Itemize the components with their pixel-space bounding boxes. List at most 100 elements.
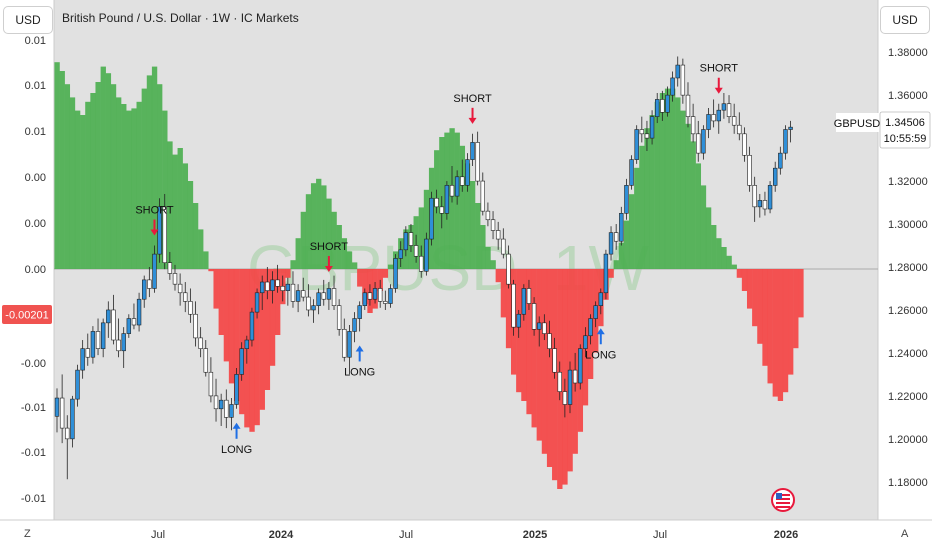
oscillator-tick-label: 0.01	[25, 35, 46, 47]
candle	[521, 284, 527, 321]
candle-body	[485, 210, 491, 221]
candle	[680, 58, 686, 104]
signal-annotations: SHORT LONG SHORT LONG SHORT LONG SHORT	[135, 63, 738, 456]
price-tick-label: 1.22000	[888, 391, 928, 403]
histogram-bar	[295, 238, 301, 269]
us-flag-icon[interactable]	[771, 488, 795, 512]
candle	[480, 172, 485, 216]
histogram-bar	[336, 225, 342, 269]
candle	[767, 181, 773, 214]
candle	[357, 301, 362, 332]
candle-body	[275, 279, 280, 287]
candle	[670, 71, 675, 102]
histogram-bar	[326, 198, 332, 269]
candle-body	[737, 124, 742, 135]
timezone-button[interactable]: Z	[24, 528, 31, 540]
price-tick-label: 1.38000	[888, 47, 928, 59]
candle-body	[490, 219, 496, 231]
histogram-bar	[521, 269, 527, 401]
candle	[506, 245, 511, 289]
candle-body	[619, 213, 624, 242]
price-tick-label: 1.20000	[888, 434, 928, 446]
candle	[244, 335, 250, 364]
auto-scale-button[interactable]: A	[901, 528, 909, 540]
histogram-bar	[485, 247, 491, 269]
histogram-bar	[500, 269, 507, 318]
time-tick-label: 2026	[774, 529, 798, 541]
candle	[711, 99, 716, 128]
histogram-bar	[167, 141, 173, 269]
time-axis-panel[interactable]	[0, 520, 932, 550]
candle	[342, 318, 347, 362]
histogram-bar	[716, 238, 722, 269]
histogram-bar	[788, 269, 794, 375]
histogram-bar	[177, 148, 183, 269]
time-tick-label: 2024	[269, 529, 294, 541]
candle	[152, 245, 157, 293]
left-axis-panel[interactable]	[0, 0, 54, 520]
candle-body	[188, 301, 193, 315]
candle	[347, 325, 352, 375]
candle-body	[167, 262, 173, 274]
candle-body	[193, 313, 198, 339]
right-axis-panel[interactable]	[878, 0, 932, 520]
candle-body	[721, 103, 727, 111]
candle	[316, 288, 321, 315]
short-signal[interactable]: SHORT	[310, 241, 349, 273]
histogram-bar	[264, 269, 271, 390]
oscillator-tick-label: 0.00	[25, 172, 46, 184]
histogram-bar	[233, 269, 240, 401]
candle	[54, 388, 60, 433]
candle	[301, 277, 306, 302]
candle-body	[552, 348, 557, 373]
candle	[460, 159, 465, 192]
candle	[537, 316, 542, 347]
candle-body	[649, 116, 655, 139]
candle-body	[747, 155, 752, 186]
histogram-bar	[172, 154, 178, 269]
candle	[331, 275, 337, 310]
candle-body	[106, 309, 111, 324]
candle	[326, 282, 332, 310]
candle-body	[696, 133, 701, 154]
candle	[454, 170, 460, 205]
long-label: LONG	[344, 366, 375, 378]
candle-body	[285, 283, 291, 291]
histogram-bar	[64, 84, 71, 269]
candle-body	[270, 279, 275, 291]
histogram-bar	[285, 269, 291, 278]
histogram-bar	[644, 128, 650, 269]
candle	[542, 314, 547, 341]
short-label: SHORT	[700, 63, 739, 75]
candle	[608, 226, 614, 261]
candle	[280, 275, 285, 302]
chart-title: British Pound / U.S. Dollar · 1W · IC Ma…	[62, 11, 299, 25]
short-signal[interactable]: SHORT	[453, 93, 492, 124]
histogram-bar	[767, 269, 773, 384]
histogram-bar	[685, 123, 691, 269]
candle-body	[578, 348, 583, 384]
last-price-badge	[879, 111, 931, 149]
histogram-bar	[105, 73, 112, 269]
candle	[106, 301, 111, 338]
candle	[131, 303, 137, 330]
left-currency-button[interactable]: USD	[3, 6, 53, 34]
candle-body	[347, 331, 352, 358]
right-currency-button[interactable]: USD	[880, 6, 930, 34]
candle	[772, 161, 778, 192]
long-signal[interactable]: LONG	[221, 422, 252, 456]
candle-body	[480, 180, 485, 212]
candle-body	[572, 369, 578, 384]
histogram-bar	[141, 88, 147, 269]
candle-body	[501, 238, 506, 255]
short-signal[interactable]: SHORT	[135, 205, 174, 236]
candle	[65, 415, 70, 480]
candle	[439, 196, 444, 229]
candle	[372, 282, 378, 304]
last-price-text: 1.34506	[885, 117, 925, 129]
histogram-bar	[757, 269, 763, 344]
long-signal[interactable]: LONG	[585, 328, 616, 361]
short-signal[interactable]: SHORT	[700, 63, 739, 94]
long-signal[interactable]: LONG	[344, 345, 375, 378]
